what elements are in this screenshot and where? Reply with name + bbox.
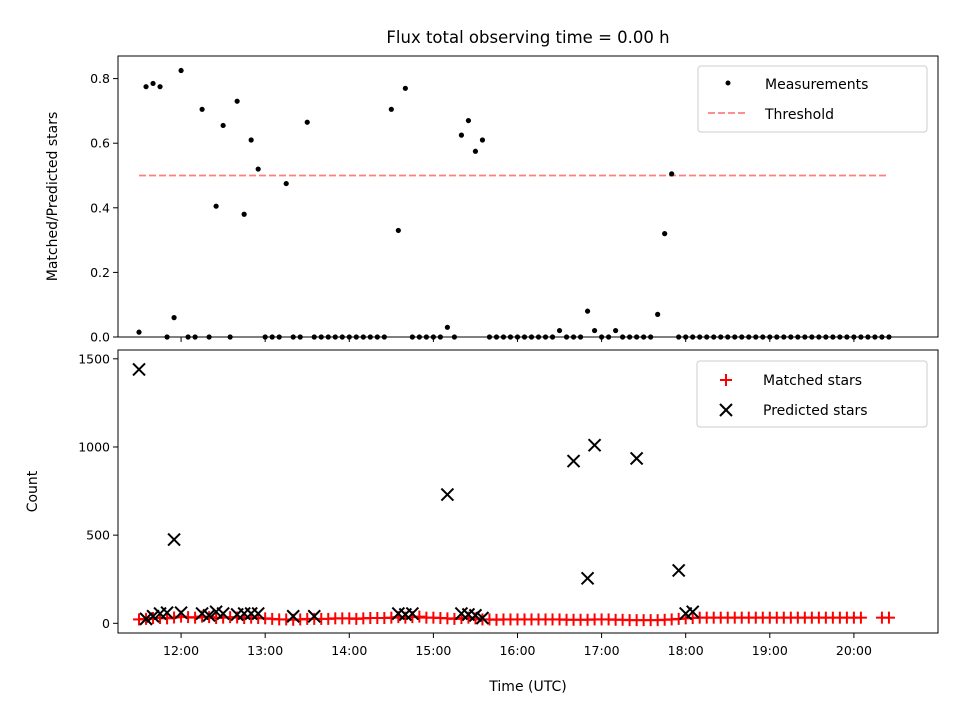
measurement-point [479, 137, 486, 143]
top-axes-frame [117, 55, 939, 338]
predicted-star-point [440, 487, 455, 502]
bottom-y-tick-label: 500 [86, 528, 110, 543]
top-y-tick-label: 0.2 [90, 265, 110, 280]
measurement-point [143, 84, 149, 90]
predicted-star-point [587, 438, 602, 452]
predicted-star-point [685, 605, 700, 619]
measurement-point [465, 117, 472, 124]
x-tick-label: 14:00 [331, 643, 367, 658]
legend-predicted-marker [719, 403, 733, 417]
x-axis-label: Time (UTC) [488, 679, 566, 695]
legend-measurements-marker [725, 80, 731, 86]
predicted-star-point [566, 454, 581, 468]
bottom-y-axis-label: Count [25, 470, 41, 512]
x-tick-label: 19:00 [752, 643, 788, 658]
predicted-star-point [580, 571, 595, 586]
measurement-point [458, 132, 465, 138]
top-y-tick-label: 0.0 [90, 330, 110, 345]
predicted-star-point [671, 563, 686, 578]
legend-threshold-label: Threshold [764, 107, 834, 123]
measurement-point [584, 308, 591, 314]
measurement-point [255, 166, 261, 172]
measurement-point [150, 80, 156, 87]
bottom-axes-frame [117, 349, 939, 634]
measurement-point [304, 119, 310, 125]
x-tick-label: 17:00 [584, 643, 620, 658]
measurement-point [199, 106, 205, 112]
predicted-star-point [629, 451, 644, 466]
measurement-point [248, 137, 254, 143]
measurement-point [444, 324, 451, 330]
predicted-star-point [307, 609, 321, 623]
predicted-star-point [146, 609, 160, 623]
bottom-legend-box [696, 360, 928, 428]
x-tick-label: 15:00 [415, 643, 451, 658]
bottom-y-ticks: 0 500 1000 1500 [78, 351, 118, 631]
measurement-point [283, 180, 289, 187]
measurement-point [213, 203, 219, 209]
top-y-axis-label: Matched/Predicted stars [45, 112, 61, 282]
bottom-y-tick-label: 0 [102, 616, 110, 631]
measurement-point [613, 327, 619, 334]
measurement-point [178, 67, 184, 74]
predicted-star-point [475, 611, 490, 625]
measurement-point [669, 171, 675, 177]
predicted-star-point [286, 609, 300, 623]
bottom-y-tick-label: 1500 [78, 351, 110, 366]
predicted-star-point [132, 362, 146, 377]
legend-measurements-label: Measurements [765, 77, 868, 93]
bottom-panel: Count Time (UTC) 0 500 1000 1500 12:00 13:00… [25, 349, 939, 695]
measurement-point [472, 148, 479, 154]
measurement-point [556, 327, 563, 334]
predicted-star-point [174, 606, 188, 620]
top-y-ticks: 0.0 0.2 0.4 0.6 0.8 [90, 71, 118, 345]
top-y-tick-label: 0.6 [90, 136, 110, 151]
measurement-point [136, 329, 142, 335]
legend-predicted-label: Predicted stars [763, 403, 868, 419]
x-tick-label: 18:00 [668, 643, 704, 658]
bottom-y-tick-label: 1000 [78, 439, 110, 454]
predicted-star-point [202, 608, 216, 623]
matched-star-point [882, 611, 895, 624]
bottom-legend: Matched stars Predicted stars [696, 360, 928, 428]
measurement-point [241, 211, 247, 217]
measurement-point [402, 85, 408, 91]
top-panel: Flux total observing time = 0.00 h Match… [45, 28, 939, 345]
top-legend-box [697, 65, 928, 133]
predicted-star-point [167, 532, 181, 547]
predicted-star-point [139, 612, 153, 626]
predicted-star-point [216, 606, 230, 621]
predicted-star-point [160, 606, 174, 620]
measurement-point [395, 227, 401, 234]
predicted-stars-points [132, 362, 700, 626]
x-tick-label: 12:00 [163, 643, 199, 658]
measurement-point [655, 311, 661, 317]
measurement-point [157, 84, 163, 90]
top-legend: Measurements Threshold [697, 65, 928, 133]
measurement-point [171, 315, 177, 321]
x-tick-label: 16:00 [499, 643, 535, 658]
predicted-star-point [251, 606, 265, 621]
predicted-star-point [468, 608, 483, 623]
top-y-tick-label: 0.8 [90, 71, 110, 86]
x-tick-label: 13:00 [247, 643, 283, 658]
top-y-tick-label: 0.4 [90, 200, 110, 215]
measurement-point [662, 231, 668, 237]
legend-matched-marker [720, 374, 732, 386]
x-tick-label: 20:00 [836, 643, 872, 658]
legend-matched-label: Matched stars [763, 373, 862, 389]
measurement-point [220, 122, 226, 129]
matched-star-point [854, 611, 867, 624]
chart-title: Flux total observing time = 0.00 h [386, 28, 669, 47]
bottom-x-ticks: 12:00 13:00 14:00 15:00 16:00 17:00 18:00 19:00… [163, 633, 872, 658]
measurement-point [388, 106, 394, 112]
measurement-point [591, 327, 598, 334]
predicted-star-point [405, 606, 420, 621]
measurement-point [234, 98, 240, 104]
